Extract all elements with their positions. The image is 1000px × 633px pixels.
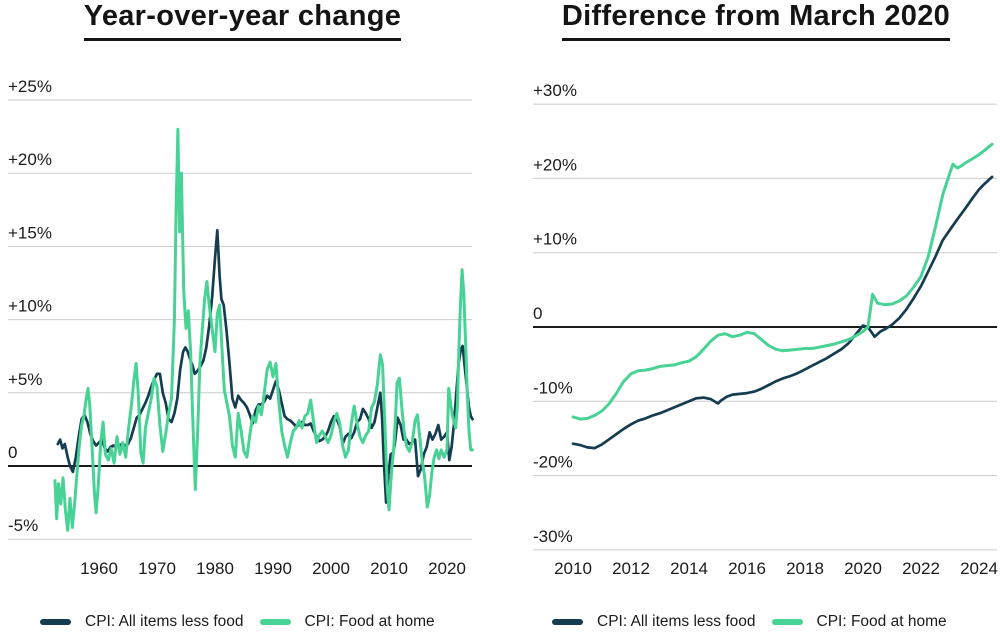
legend-label: CPI: All items less food xyxy=(85,613,244,630)
series-line-all-items-less-food xyxy=(56,228,474,504)
x-tick-label: 1990 xyxy=(254,559,292,578)
x-tick-label: 2020 xyxy=(844,559,882,578)
x-tick-label: 2010 xyxy=(554,559,592,578)
y-tick-label: -30% xyxy=(533,527,573,546)
y-tick-label: -20% xyxy=(533,453,573,472)
y-tick-label: +10% xyxy=(533,230,577,249)
navy-line-swatch-icon xyxy=(40,619,71,625)
x-tick-label: 1960 xyxy=(80,559,118,578)
legend-label: CPI: Food at home xyxy=(816,613,947,630)
y-tick-label: +30% xyxy=(533,81,577,100)
legend-item-food-at-home: CPI: Food at home xyxy=(771,613,947,631)
legend-item-all-items-less-food: CPI: All items less food xyxy=(552,613,756,631)
y-tick-label: +20% xyxy=(533,155,577,174)
left-chart-title: Year-over-year change xyxy=(0,0,485,41)
green-line-swatch-icon xyxy=(259,619,291,625)
x-tick-label: 1970 xyxy=(138,559,176,578)
x-tick-label: 2018 xyxy=(786,559,824,578)
x-tick-label: 2024 xyxy=(960,559,998,578)
x-tick-label: 2012 xyxy=(612,559,650,578)
x-tick-label: 2000 xyxy=(312,559,350,578)
series-line-food-at-home xyxy=(571,142,994,421)
legend-item-all-items-less-food: CPI: All items less food xyxy=(40,613,244,631)
y-tick-label: -10% xyxy=(533,378,573,397)
right-chart-plot: +30% +20% +10% 0 -10% -20% -30% 2010 2012 2014 201… xyxy=(533,81,998,578)
legend-label: CPI: All items less food xyxy=(597,613,756,630)
right-chart-title: Difference from March 2020 xyxy=(512,0,1000,41)
legend-label: CPI: Food at home xyxy=(304,613,435,630)
x-tick-label: 2020 xyxy=(428,559,466,578)
series-line-food-at-home xyxy=(53,127,474,532)
navy-line-swatch-icon xyxy=(552,619,583,625)
y-tick-label: +10% xyxy=(8,297,52,316)
x-tick-label: 2016 xyxy=(728,559,766,578)
y-tick-label: -5% xyxy=(8,516,38,535)
y-tick-label: +20% xyxy=(8,150,52,169)
x-tick-label: 2014 xyxy=(670,559,708,578)
left-legend: CPI: All items less food CPI: Food at ho… xyxy=(40,613,435,631)
series-line-all-items-less-food xyxy=(571,175,994,450)
y-tick-label: +25% xyxy=(8,77,52,96)
y-tick-label: 0 xyxy=(8,443,17,462)
right-legend: CPI: All items less food CPI: Food at ho… xyxy=(552,613,947,631)
x-tick-label: 2010 xyxy=(370,559,408,578)
green-line-swatch-icon xyxy=(771,619,803,625)
y-tick-label: 0 xyxy=(533,304,542,323)
left-chart-title-text: Year-over-year change xyxy=(83,0,402,41)
y-tick-label: +15% xyxy=(8,223,52,242)
legend-item-food-at-home: CPI: Food at home xyxy=(259,613,435,631)
x-tick-label: 2022 xyxy=(902,559,940,578)
right-chart-title-text: Difference from March 2020 xyxy=(561,0,951,41)
left-chart-plot: +25% +20% +15% +10% +5% 0 -5% 1960 1970 1980 1990 2… xyxy=(8,77,474,578)
x-tick-label: 1980 xyxy=(196,559,234,578)
y-tick-label: +5% xyxy=(8,370,43,389)
